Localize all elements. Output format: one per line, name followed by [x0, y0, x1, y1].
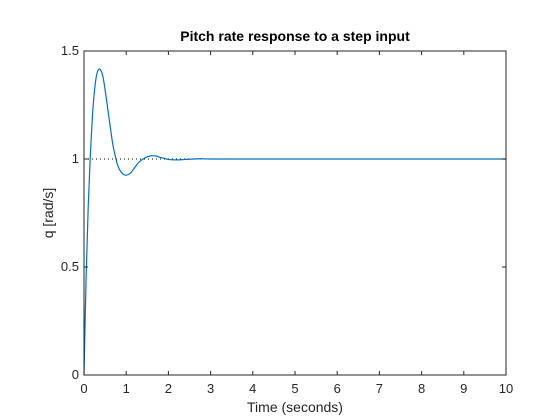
- y-tick-label: 1: [72, 151, 79, 166]
- x-tick-label: 10: [499, 381, 513, 396]
- x-tick-label: 5: [291, 381, 298, 396]
- x-tick-label: 1: [123, 381, 130, 396]
- y-tick-label: 1.5: [61, 43, 79, 58]
- series-line: [83, 68, 506, 376]
- y-ticks: 0 0.5 1 1.5: [61, 43, 506, 382]
- x-tick-label: 9: [460, 381, 467, 396]
- series-layer: [83, 68, 506, 376]
- x-ticks: 0 1 2 3 4 5 6 7 8 9 10: [80, 51, 513, 396]
- x-tick-label: 0: [80, 381, 87, 396]
- x-tick-label: 2: [165, 381, 172, 396]
- chart-title: Pitch rate response to a step input: [180, 28, 410, 44]
- x-tick-label: 8: [418, 381, 425, 396]
- x-axis-label: Time (seconds): [247, 399, 343, 415]
- y-tick-label: 0.5: [61, 259, 79, 274]
- y-tick-label: 0: [72, 367, 79, 382]
- y-axis-label: q [rad/s]: [40, 188, 56, 239]
- x-tick-label: 3: [207, 381, 214, 396]
- x-tick-label: 4: [249, 381, 256, 396]
- x-tick-label: 6: [334, 381, 341, 396]
- plot-area: [84, 51, 506, 375]
- x-tick-label: 7: [376, 381, 383, 396]
